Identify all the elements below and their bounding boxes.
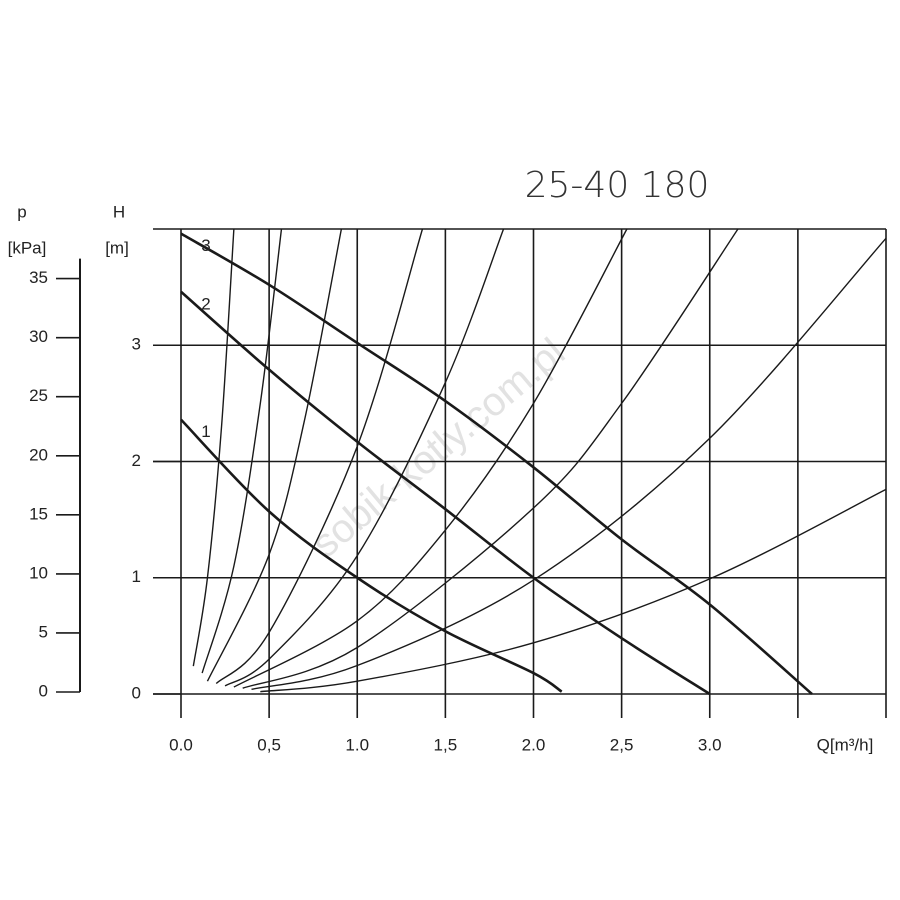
y2-tick-label: 10 [29, 563, 48, 582]
x-tick-label: 0.0 [169, 735, 193, 754]
x-tick-label: 1.0 [345, 735, 369, 754]
x-axis-label: Q[m³/h] [817, 735, 874, 754]
x-tick-label: 1,5 [434, 735, 458, 754]
y-axis-unit: [m] [105, 238, 129, 257]
chart-title: 25-40 180 [525, 165, 710, 206]
y-tick-label: 3 [132, 335, 141, 354]
series-label: 1 [201, 422, 210, 441]
series-line [260, 488, 887, 693]
y2-tick-label: 35 [29, 268, 48, 287]
x-tick-label: 2.0 [522, 735, 546, 754]
y-tick-label: 2 [132, 451, 141, 470]
series-line [242, 228, 739, 689]
y2-tick-label: 5 [39, 622, 48, 641]
x-tick-label: 2,5 [610, 735, 634, 754]
x-tick-label: 3.0 [698, 735, 722, 754]
series-line [224, 228, 505, 687]
y2-tick-label: 25 [29, 386, 48, 405]
series-line [180, 290, 711, 696]
y2-axis-label: p [17, 202, 26, 221]
y2-tick-label: 20 [29, 445, 48, 464]
series-line [206, 228, 343, 682]
series-line [180, 232, 813, 695]
series-line [251, 237, 887, 691]
y-axis-label: H [113, 202, 125, 221]
y-tick-label: 0 [132, 683, 141, 702]
series-line [201, 228, 283, 674]
y2-tick-label: 15 [29, 504, 48, 523]
y2-tick-label: 30 [29, 327, 48, 346]
series-label: 3 [201, 236, 210, 255]
series-line [233, 228, 628, 688]
x-tick-label: 0,5 [257, 735, 281, 754]
series-line [192, 228, 235, 667]
series-label: 2 [201, 294, 210, 313]
y2-tick-label: 0 [39, 681, 48, 700]
series-line [215, 228, 424, 685]
y2-axis-unit: [kPa] [8, 238, 47, 257]
y-tick-label: 1 [132, 567, 141, 586]
